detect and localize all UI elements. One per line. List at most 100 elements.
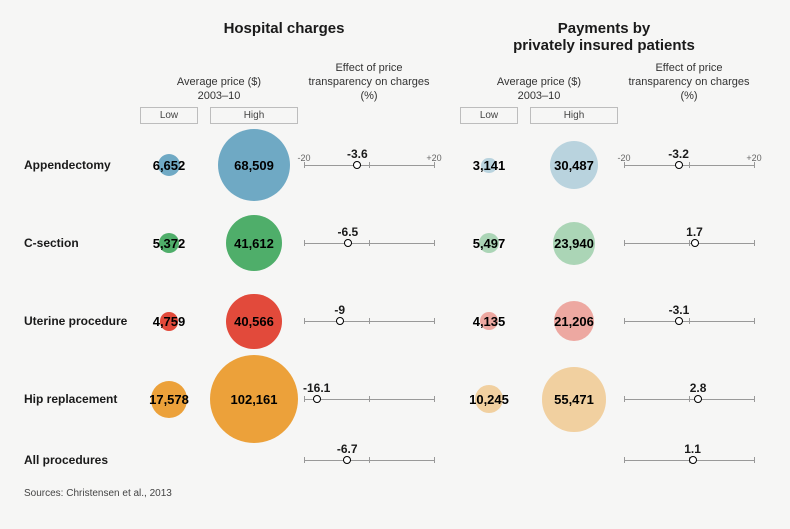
slider-tick: [624, 457, 625, 463]
slider-cell: -16.1: [304, 360, 434, 438]
bubble-value: 17,578: [149, 392, 189, 407]
bubble-value: 3,141: [473, 158, 506, 173]
slider-cell: 1.7: [624, 204, 754, 282]
bubble-cell: 23,940: [524, 204, 624, 282]
slider-track: 1.7: [624, 243, 754, 244]
slider-value: -3.1: [669, 303, 690, 317]
section-title-hospital: Hospital charges: [134, 20, 434, 54]
row-label: C-section: [24, 236, 134, 250]
section-titles: Hospital charges Payments by privately i…: [24, 20, 766, 54]
slider-value: 2.8: [690, 381, 707, 395]
bubble-cell: 17,578: [134, 360, 204, 438]
subheader-effect: Effect of price transparency on charges …: [304, 62, 434, 103]
row-label: All procedures: [24, 453, 134, 467]
slider-track: 1.1: [624, 460, 754, 461]
bubble-value: 4,135: [473, 314, 506, 329]
sources: Sources: Christensen et al., 2013: [24, 488, 766, 499]
slider-cell: -6.7: [304, 438, 434, 482]
lowhigh-row: Low High Low High: [24, 107, 766, 124]
slider-value: 1.7: [686, 225, 703, 239]
row-label: Uterine procedure: [24, 314, 134, 328]
slider-cell: -3.1: [624, 282, 754, 360]
subheader-effect: Effect of price transparency on charges …: [624, 62, 754, 103]
bubble-value: 6,652: [153, 158, 186, 173]
high-box: High: [210, 107, 298, 124]
bubble-value: 10,245: [469, 392, 509, 407]
data-row: Hip replacement 17,578 102,161 -16.1 10,…: [24, 360, 766, 438]
slider-tick: [434, 396, 435, 402]
bubble-cell: 5,497: [454, 204, 524, 282]
slider-value: -3.2: [668, 147, 689, 161]
bubble-value: 41,612: [234, 236, 274, 251]
slider-tick: [304, 457, 305, 463]
subheaders: Average price ($) 2003–10 Effect of pric…: [24, 62, 766, 103]
bubble-cell: 4,135: [454, 282, 524, 360]
slider-marker: [343, 456, 351, 464]
slider-value: -9: [334, 303, 345, 317]
slider-value: -3.6: [347, 147, 368, 161]
slider-track: -9: [304, 321, 434, 322]
bubble-cell: 5,372: [134, 204, 204, 282]
data-row: C-section 5,372 41,612 -6.5 5,497 23,940: [24, 204, 766, 282]
bubble-value: 5,372: [153, 236, 186, 251]
slider-tick: [434, 457, 435, 463]
section-title-private: Payments by privately insured patients: [454, 20, 754, 54]
all-procedures-row: All procedures -6.7 1.1: [24, 438, 766, 482]
subheader-avg: Average price ($) 2003–10: [134, 76, 304, 104]
slider-tick: [369, 318, 370, 324]
slider-track: -6.7: [304, 460, 434, 461]
slider-marker: [344, 239, 352, 247]
slider-value: 1.1: [684, 442, 701, 456]
bubble-cell: 4,759: [134, 282, 204, 360]
slider-track: -20 +20 -3.2: [624, 165, 754, 166]
slider-track: -3.1: [624, 321, 754, 322]
slider-tick: [754, 457, 755, 463]
slider-tick: [369, 162, 370, 168]
bubble-value: 30,487: [554, 158, 594, 173]
slider-cell: -6.5: [304, 204, 434, 282]
data-row: Appendectomy 6,652 68,509 -20 +20 -3.6 3…: [24, 126, 766, 204]
slider-tick: [304, 240, 305, 246]
slider-tick: [369, 457, 370, 463]
slider-tick: [754, 240, 755, 246]
bubble-value: 23,940: [554, 236, 594, 251]
slider-tick-max: +20: [426, 153, 441, 163]
bubble-cell: 10,245: [454, 360, 524, 438]
slider-cell: -9: [304, 282, 434, 360]
bubble-value: 40,566: [234, 314, 274, 329]
bubble-cell: 55,471: [524, 360, 624, 438]
slider-tick: [754, 396, 755, 402]
slider-cell: 1.1: [624, 438, 754, 482]
slider-tick: [304, 318, 305, 324]
slider-tick: [624, 396, 625, 402]
bubble-value: 5,497: [473, 236, 506, 251]
slider-tick: [689, 162, 690, 168]
slider-value: -6.5: [338, 225, 359, 239]
slider-cell: -20 +20 -3.2: [624, 126, 754, 204]
bubble-cell: 21,206: [524, 282, 624, 360]
row-label: Hip replacement: [24, 392, 134, 406]
slider-tick-min: -20: [617, 153, 630, 163]
slider-marker: [313, 395, 321, 403]
slider-cell: -20 +20 -3.6: [304, 126, 434, 204]
low-box: Low: [460, 107, 518, 124]
bubble-cell: 3,141: [454, 126, 524, 204]
bubble-cell: 102,161: [204, 360, 304, 438]
slider-tick: [304, 396, 305, 402]
slider-marker: [353, 161, 361, 169]
bubble-cell: 40,566: [204, 282, 304, 360]
bubble-cell: 6,652: [134, 126, 204, 204]
slider-tick: [689, 396, 690, 402]
bubble-value: 4,759: [153, 314, 186, 329]
bubble-cell: 41,612: [204, 204, 304, 282]
slider-marker: [336, 317, 344, 325]
slider-track: -6.5: [304, 243, 434, 244]
slider-tick: [434, 240, 435, 246]
slider-marker: [675, 317, 683, 325]
slider-marker: [689, 456, 697, 464]
slider-tick: [624, 240, 625, 246]
row-label: Appendectomy: [24, 158, 134, 172]
slider-tick: [369, 396, 370, 402]
bubble-value: 68,509: [234, 158, 274, 173]
slider-value: -6.7: [337, 442, 358, 456]
